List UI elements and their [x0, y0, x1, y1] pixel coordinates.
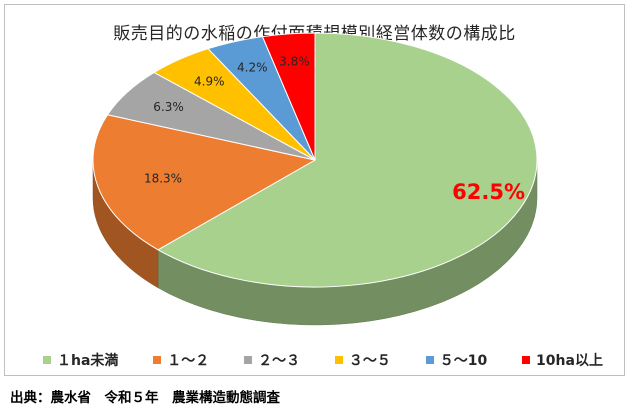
- pie-slice-1: [157, 32, 538, 288]
- legend-swatch: [244, 356, 253, 364]
- chart-legend: １ha未満 １～２ ２～３ ３～５ ５～10 10ha以上: [43, 350, 603, 370]
- legend-item-2: １～２: [153, 350, 209, 370]
- data-label-2: 18.3%: [144, 172, 182, 186]
- legend-item-4: ３～５: [334, 350, 391, 370]
- legend-swatch: [334, 356, 343, 364]
- legend-label: １～２: [167, 353, 210, 369]
- legend-swatch: [522, 356, 531, 364]
- legend-swatch: [43, 356, 51, 364]
- pie-slice-2: [92, 114, 317, 251]
- pie-labels: 62.5% 18.3% 6.3% 4.9% 4.2% 3.8%: [144, 55, 525, 204]
- chart-frame: 販売目的の水稲の作付面積規模別経営体数の構成比 62.5%18.3%6.3%4.…: [4, 4, 625, 376]
- legend-label: 10ha以上: [536, 353, 603, 369]
- legend-item-6: 10ha以上: [522, 350, 603, 370]
- pie-slice-6: [261, 32, 316, 161]
- legend-swatch: [425, 356, 434, 364]
- legend-label: ５～10: [439, 353, 488, 369]
- pie-slices: [92, 32, 538, 326]
- pie-chart: 62.5% 18.3% 6.3% 4.9% 4.2% 3.8%: [92, 32, 538, 326]
- data-label-5: 4.2%: [237, 61, 268, 75]
- data-label-4: 4.9%: [194, 75, 225, 89]
- legend-label: ３～５: [348, 353, 391, 369]
- legend-item-1: １ha未満: [43, 350, 118, 370]
- data-label-3: 6.3%: [153, 100, 184, 114]
- legend-item-5: ５～10: [425, 350, 488, 370]
- legend-swatch: [153, 356, 162, 364]
- source-note: 出典：農水省 令和５年 農業構造動態調査: [10, 390, 280, 406]
- legend-label: １ha未満: [57, 353, 119, 369]
- data-label-1: 62.5%: [452, 180, 525, 204]
- data-label-6: 3.8%: [279, 55, 310, 69]
- legend-label: ２～３: [258, 353, 301, 369]
- legend-item-3: ２～３: [244, 350, 300, 370]
